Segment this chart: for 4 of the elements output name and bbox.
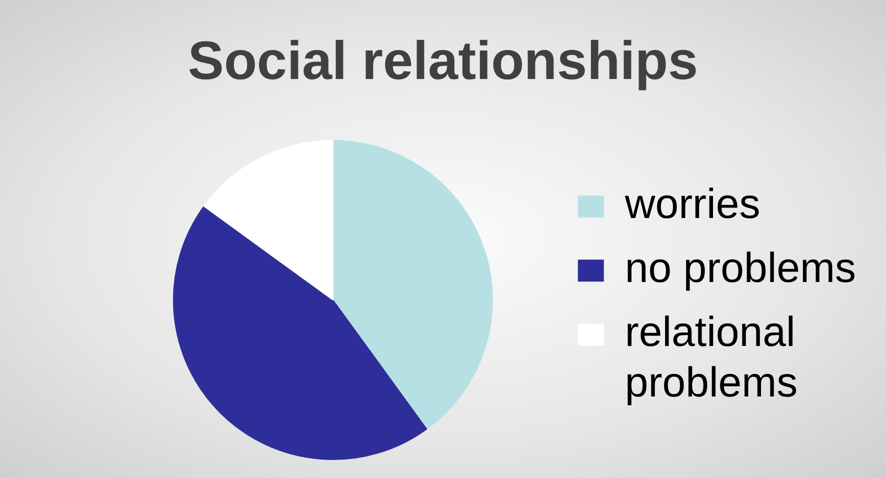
chart-title: Social relationships (186, 30, 700, 92)
legend-label: relational problems (624, 308, 798, 406)
legend-label: no problems (624, 244, 856, 292)
legend-label: worries (624, 180, 760, 228)
